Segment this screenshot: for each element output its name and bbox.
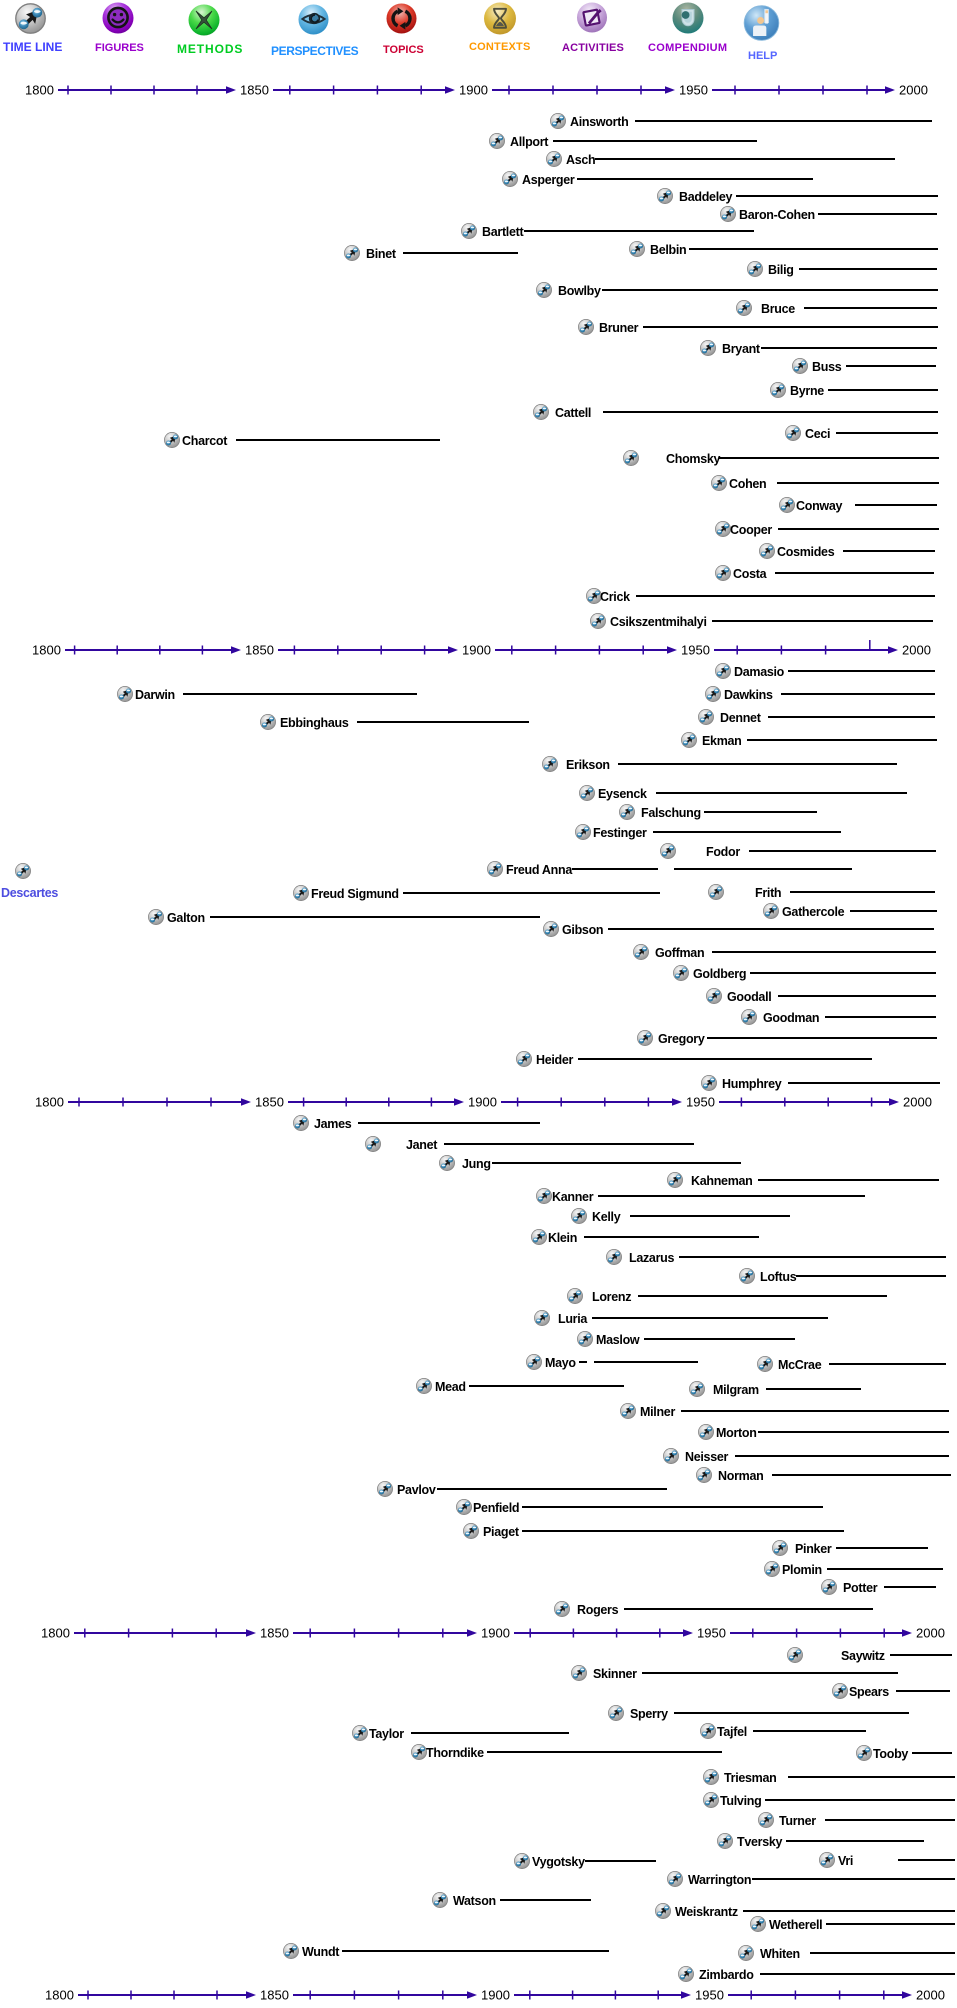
svg-text:1900: 1900: [462, 643, 491, 658]
svg-text:1950: 1950: [697, 1626, 726, 1641]
svg-text:1900: 1900: [481, 1988, 510, 2003]
svg-text:1900: 1900: [481, 1626, 510, 1641]
svg-text:1800: 1800: [41, 1626, 70, 1641]
svg-text:1950: 1950: [681, 643, 710, 658]
svg-text:1850: 1850: [240, 83, 269, 98]
svg-text:1950: 1950: [679, 83, 708, 98]
svg-text:1850: 1850: [260, 1626, 289, 1641]
svg-text:2000: 2000: [902, 643, 931, 658]
svg-text:1900: 1900: [459, 83, 488, 98]
svg-text:1950: 1950: [695, 1988, 724, 2003]
svg-text:2000: 2000: [899, 83, 928, 98]
svg-text:1900: 1900: [468, 1095, 497, 1110]
svg-text:1950: 1950: [686, 1095, 715, 1110]
svg-text:1850: 1850: [255, 1095, 284, 1110]
svg-text:2000: 2000: [916, 1626, 945, 1641]
svg-text:1850: 1850: [245, 643, 274, 658]
svg-text:1800: 1800: [32, 643, 61, 658]
svg-text:1800: 1800: [25, 83, 54, 98]
svg-text:1800: 1800: [35, 1095, 64, 1110]
svg-text:1800: 1800: [45, 1988, 74, 2003]
svg-text:2000: 2000: [916, 1988, 945, 2003]
svg-text:2000: 2000: [903, 1095, 932, 1110]
svg-text:1850: 1850: [260, 1988, 289, 2003]
